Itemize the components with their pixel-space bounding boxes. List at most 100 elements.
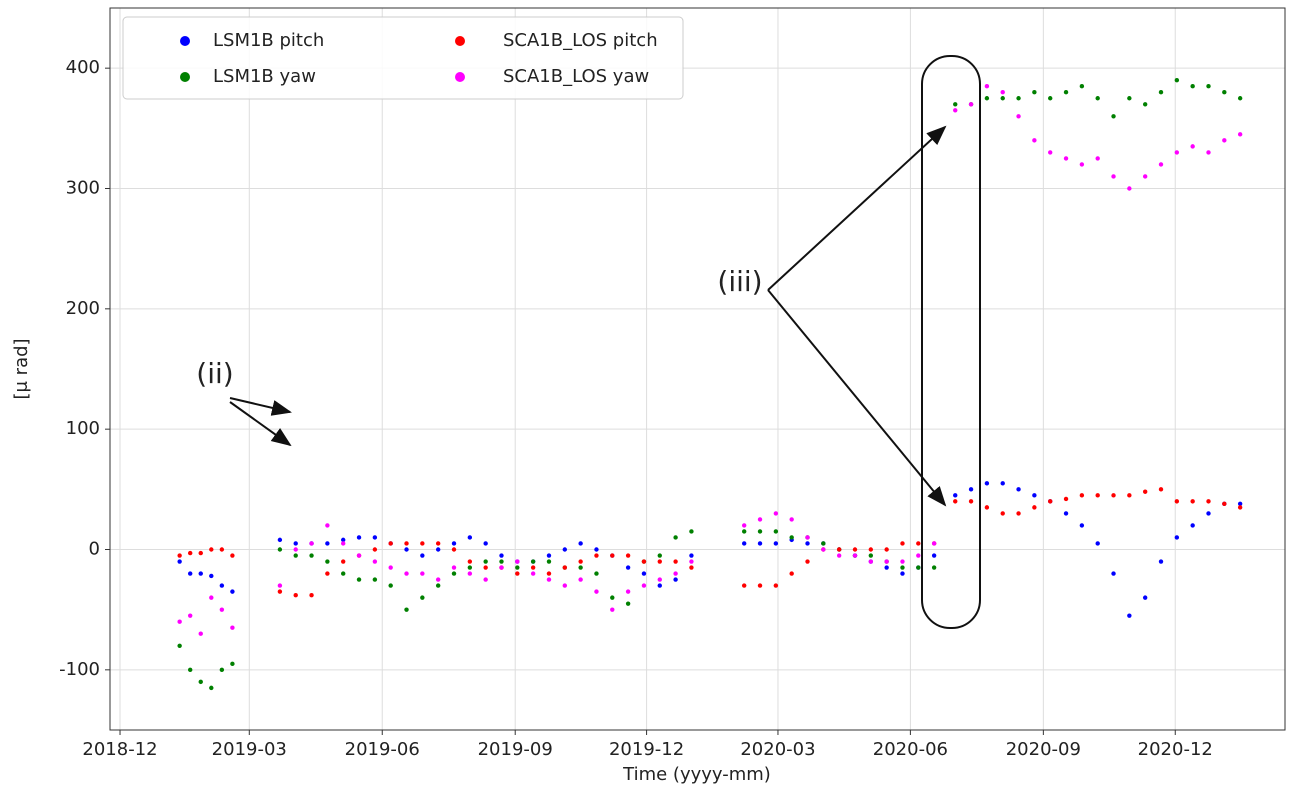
- data-point: [388, 565, 393, 570]
- data-point: [741, 523, 747, 528]
- data-point: [1237, 505, 1243, 510]
- legend-label: LSM1B pitch: [213, 30, 324, 51]
- data-point: [277, 537, 283, 543]
- data-point: [757, 541, 763, 546]
- data-point: [789, 517, 794, 522]
- data-point: [1095, 156, 1100, 161]
- data-point: [341, 559, 346, 564]
- data-point: [805, 559, 810, 564]
- data-point: [209, 595, 214, 600]
- data-point: [984, 96, 990, 101]
- data-point: [953, 493, 958, 498]
- data-point: [1000, 96, 1005, 101]
- data-point: [610, 553, 615, 558]
- data-point: [868, 553, 874, 558]
- data-point: [562, 547, 568, 552]
- data-point: [177, 553, 182, 558]
- grid: [105, 8, 1285, 735]
- data-point: [1032, 90, 1037, 95]
- data-point: [773, 541, 779, 546]
- data-point: [689, 553, 694, 558]
- data-point: [277, 547, 283, 552]
- data-point: [773, 583, 779, 588]
- arrow: [229, 397, 292, 416]
- y-tick-label: 400: [66, 57, 100, 78]
- data-point: [805, 541, 810, 546]
- data-point: [325, 541, 330, 546]
- data-point: [372, 535, 378, 540]
- data-point: [1016, 511, 1021, 516]
- y-tick-label: 300: [66, 178, 100, 199]
- data-point: [900, 571, 905, 576]
- data-point: [1190, 523, 1195, 528]
- data-point: [1158, 162, 1164, 167]
- annotation: (iii): [717, 265, 762, 298]
- data-point: [1174, 535, 1180, 540]
- y-tick-label: 0: [89, 539, 100, 560]
- data-point: [499, 565, 504, 570]
- data-point: [931, 553, 937, 558]
- data-point: [757, 583, 763, 588]
- data-point: [187, 667, 193, 673]
- data-point: [657, 559, 662, 564]
- data-point: [230, 553, 235, 558]
- data-point: [435, 577, 441, 582]
- data-point: [420, 595, 425, 600]
- data-point: [198, 631, 203, 636]
- highlight-box: [921, 55, 981, 629]
- data-point: [836, 553, 842, 558]
- data-point: [219, 667, 225, 673]
- data-point: [594, 571, 599, 576]
- legend-label: LSM1B yaw: [213, 66, 316, 87]
- data-point: [836, 547, 842, 552]
- data-point: [689, 559, 694, 564]
- x-tick-label: 2018-12: [82, 739, 157, 760]
- data-point: [277, 583, 283, 588]
- data-point: [1158, 559, 1164, 564]
- data-point: [1063, 496, 1069, 502]
- data-point: [1048, 499, 1053, 504]
- data-point: [187, 613, 193, 618]
- data-point: [404, 607, 409, 612]
- data-point: [657, 583, 662, 588]
- data-point: [900, 541, 905, 546]
- data-point: [900, 559, 905, 564]
- x-tick-label: 2020-09: [1006, 739, 1081, 760]
- data-point: [230, 589, 235, 594]
- x-axis-label: Time (yyyy-mm): [622, 764, 771, 785]
- data-point: [177, 643, 182, 648]
- legend-label: SCA1B_LOS yaw: [503, 66, 649, 87]
- data-point: [757, 517, 763, 522]
- data-point: [219, 547, 225, 552]
- data-point: [741, 541, 747, 546]
- data-point: [341, 541, 346, 546]
- data-point: [1142, 174, 1148, 179]
- data-point: [1127, 493, 1132, 498]
- data-point: [657, 577, 662, 582]
- y-axis-label: [μ rad]: [11, 338, 32, 399]
- data-point: [230, 625, 235, 630]
- data-point: [546, 559, 552, 564]
- data-point: [852, 547, 858, 552]
- data-point: [1000, 511, 1005, 516]
- data-point: [515, 571, 520, 576]
- data-point: [968, 102, 974, 107]
- data-point: [325, 559, 330, 564]
- data-point: [673, 571, 678, 576]
- data-point: [420, 571, 425, 576]
- data-point: [773, 511, 779, 516]
- data-point: [884, 547, 889, 552]
- data-point: [451, 547, 457, 552]
- data-point: [1032, 493, 1037, 498]
- data-point: [209, 573, 214, 579]
- data-point: [309, 593, 314, 598]
- data-point: [1095, 541, 1100, 546]
- data-point: [1032, 138, 1037, 143]
- data-point: [673, 577, 678, 582]
- data-point: [641, 583, 647, 588]
- legend-marker: [180, 36, 190, 46]
- annotation: (ii): [196, 357, 233, 390]
- data-point: [931, 565, 937, 570]
- data-point: [372, 547, 378, 552]
- plot-frame: [109, 7, 1286, 731]
